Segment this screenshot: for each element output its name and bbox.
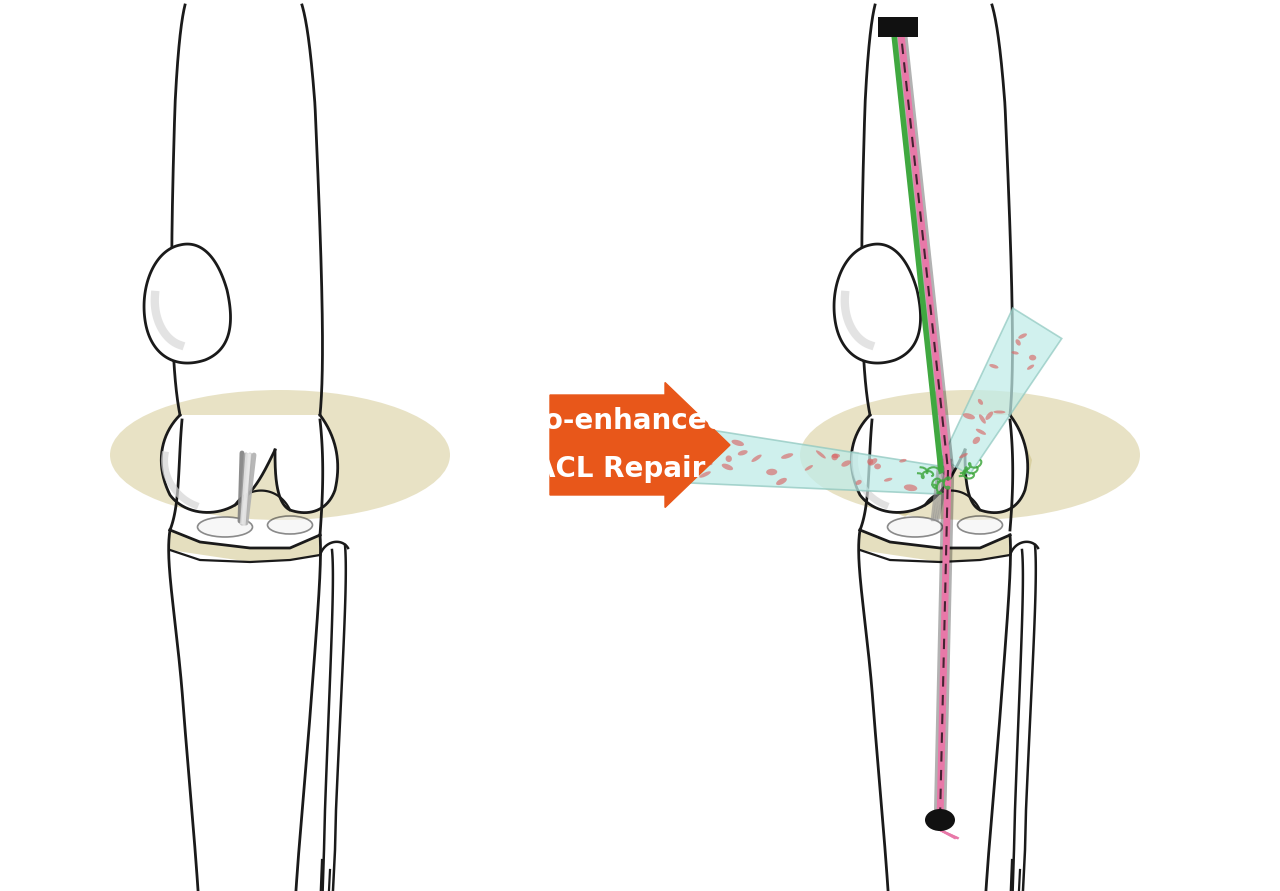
Ellipse shape	[832, 454, 838, 461]
Ellipse shape	[726, 455, 732, 462]
Polygon shape	[180, 415, 338, 512]
Ellipse shape	[776, 478, 787, 485]
Text: Bio-enhanced: Bio-enhanced	[513, 407, 727, 435]
Polygon shape	[687, 427, 940, 494]
Ellipse shape	[841, 461, 851, 467]
Ellipse shape	[904, 485, 918, 491]
Ellipse shape	[699, 471, 710, 478]
Ellipse shape	[197, 517, 252, 537]
Ellipse shape	[781, 454, 794, 459]
Ellipse shape	[989, 364, 998, 369]
Ellipse shape	[973, 437, 980, 444]
Ellipse shape	[1027, 364, 1034, 370]
Ellipse shape	[959, 453, 968, 458]
Ellipse shape	[867, 459, 873, 465]
Ellipse shape	[705, 459, 713, 465]
Polygon shape	[942, 308, 1061, 475]
Ellipse shape	[1015, 339, 1020, 346]
Ellipse shape	[1011, 351, 1019, 355]
Ellipse shape	[751, 454, 762, 462]
Ellipse shape	[979, 414, 986, 424]
Ellipse shape	[869, 458, 877, 466]
Text: ACL Repair: ACL Repair	[534, 455, 705, 483]
Polygon shape	[161, 415, 320, 512]
Ellipse shape	[767, 469, 777, 475]
Ellipse shape	[993, 411, 1005, 413]
Ellipse shape	[1029, 355, 1037, 361]
Ellipse shape	[855, 480, 861, 485]
Ellipse shape	[874, 463, 881, 470]
Polygon shape	[170, 530, 320, 562]
Ellipse shape	[925, 809, 955, 831]
Ellipse shape	[975, 429, 986, 435]
Ellipse shape	[986, 412, 993, 420]
Polygon shape	[860, 530, 1010, 562]
Polygon shape	[849, 417, 1032, 517]
Ellipse shape	[884, 478, 892, 482]
Ellipse shape	[731, 440, 744, 446]
Ellipse shape	[832, 454, 840, 458]
Ellipse shape	[800, 390, 1140, 520]
Polygon shape	[878, 17, 918, 37]
Ellipse shape	[815, 450, 826, 459]
Ellipse shape	[268, 516, 312, 534]
Ellipse shape	[957, 516, 1002, 534]
Polygon shape	[835, 244, 920, 363]
Ellipse shape	[887, 517, 942, 537]
Ellipse shape	[963, 413, 975, 420]
FancyArrow shape	[550, 382, 730, 508]
Ellipse shape	[805, 465, 813, 470]
Polygon shape	[870, 415, 1028, 512]
Ellipse shape	[110, 390, 451, 520]
Ellipse shape	[899, 459, 906, 462]
Polygon shape	[851, 415, 1010, 512]
Ellipse shape	[737, 450, 748, 455]
Ellipse shape	[722, 463, 733, 470]
Ellipse shape	[1019, 333, 1027, 339]
Ellipse shape	[978, 399, 983, 405]
Polygon shape	[145, 244, 230, 363]
